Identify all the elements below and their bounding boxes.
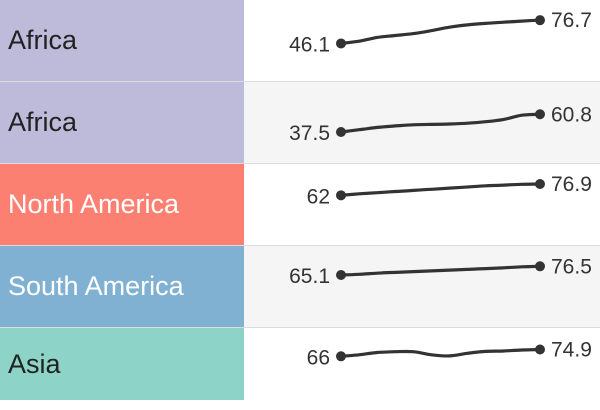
sparkline-line <box>339 264 542 277</box>
start-value-label: 66 <box>307 346 330 369</box>
sparkline: 37.5 60.8 <box>289 103 592 145</box>
start-value-label: 65.1 <box>289 265 330 288</box>
sparkline: 65.1 76.5 <box>289 255 592 288</box>
row-label: North America <box>0 164 244 245</box>
sparkline-line <box>339 112 542 134</box>
end-point <box>535 109 545 120</box>
end-value-label: 60.8 <box>551 103 592 126</box>
end-point <box>535 261 545 272</box>
table-row: Asia 66 74.9 <box>0 328 600 400</box>
end-value-label: 76.7 <box>551 9 592 32</box>
end-value-label: 74.9 <box>551 339 592 362</box>
sparkline-line <box>339 18 542 46</box>
row-label: Africa <box>0 0 244 81</box>
end-value-label: 76.9 <box>551 173 592 196</box>
end-point <box>535 344 545 355</box>
end-value-label: 76.5 <box>551 255 592 278</box>
sparkline: 46.1 76.7 <box>289 9 592 56</box>
row-label: Africa <box>0 82 244 163</box>
end-point <box>535 179 545 189</box>
sparkline-line <box>339 347 542 358</box>
start-value-label: 37.5 <box>289 122 330 145</box>
start-point <box>336 190 346 201</box>
table-row: Africa 37.5 60.8 <box>0 82 600 164</box>
row-label: South America <box>0 246 244 327</box>
table-row: Africa 46.1 76.7 <box>0 0 600 82</box>
sparkline-line <box>339 182 542 197</box>
sparkline-table: Africa 46.1 76.7 Africa 37.5 60.8 North … <box>0 0 600 400</box>
start-value-label: 46.1 <box>289 33 330 56</box>
table-row: North America 62 76.9 <box>0 164 600 246</box>
table-row: South America 65.1 76.5 <box>0 246 600 328</box>
start-value-label: 62 <box>307 185 330 208</box>
start-point <box>336 269 346 280</box>
start-point <box>336 127 346 137</box>
sparkline: 62 76.9 <box>307 173 592 208</box>
start-point <box>336 351 346 362</box>
sparkline: 66 74.9 <box>307 339 592 370</box>
start-point <box>336 38 346 49</box>
end-point <box>535 15 545 26</box>
row-label: Asia <box>0 328 244 400</box>
